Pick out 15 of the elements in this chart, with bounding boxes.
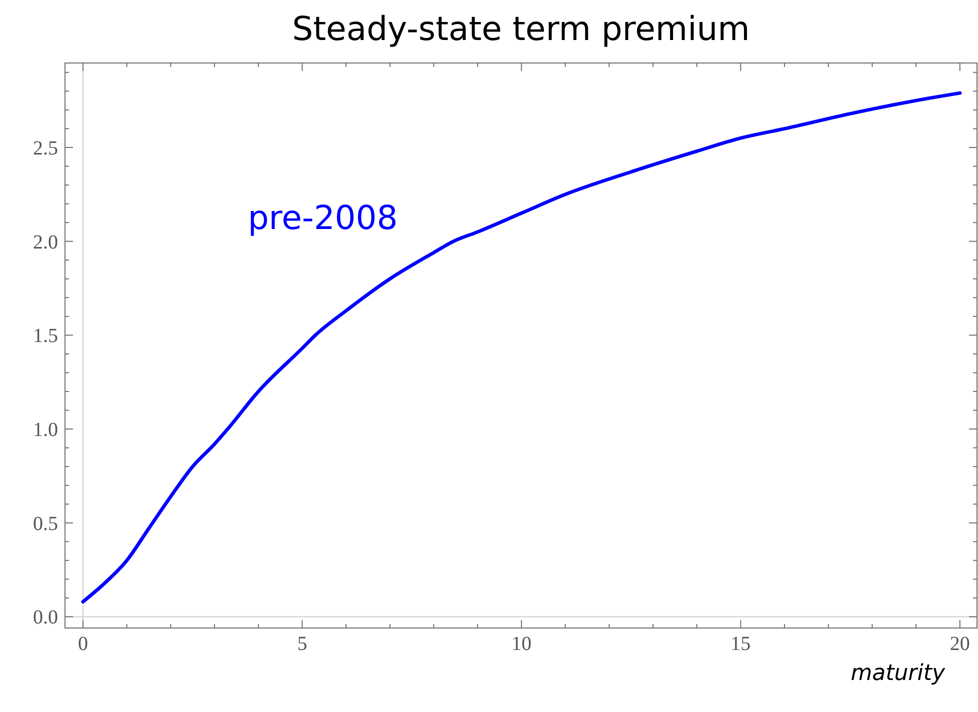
x-tick-label: 20: [950, 633, 970, 655]
x-tick-label: 10: [511, 633, 532, 655]
y-tick-label: 2.5: [33, 137, 58, 160]
y-tick-label: 2.0: [33, 231, 58, 254]
series-label: pre-2008: [248, 198, 398, 237]
line-series: [81, 91, 962, 604]
x-axis-title: maturity: [850, 661, 946, 686]
y-tick-label: 1.0: [33, 419, 58, 442]
y-tick-label: 1.5: [33, 325, 58, 348]
x-tick-label: 5: [297, 633, 308, 655]
x-tick-label: 15: [730, 633, 751, 655]
chart-title: Steady-state term premium: [292, 9, 750, 48]
y-tick-label: 0.0: [33, 606, 58, 629]
x-tick-label: 0: [78, 633, 88, 655]
y-tick-label: 0.5: [33, 512, 58, 535]
